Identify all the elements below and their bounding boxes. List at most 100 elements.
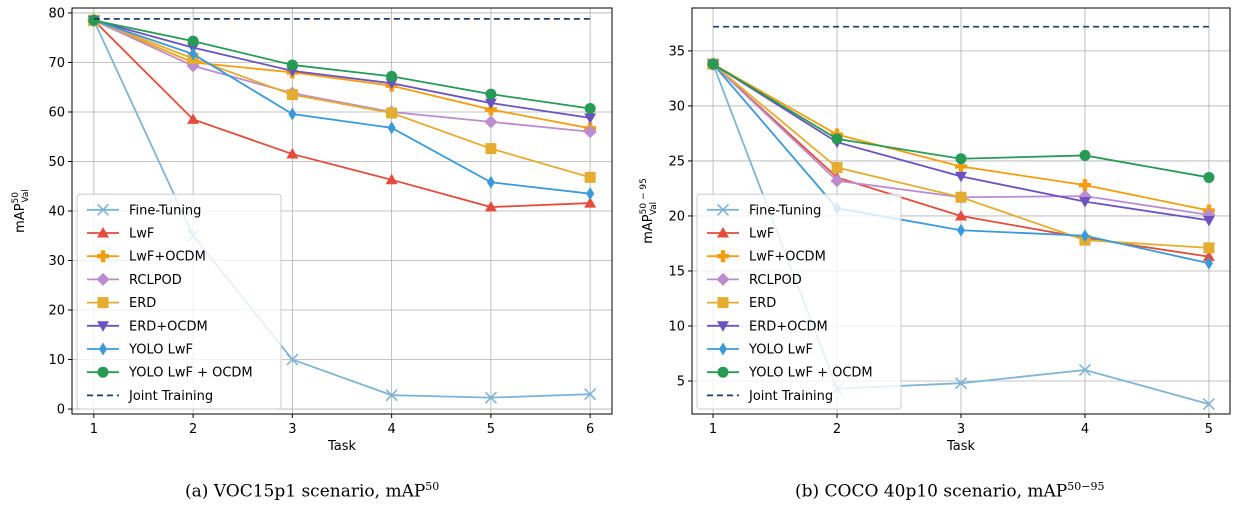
- series-line-erd-ocdm: [93, 19, 591, 119]
- data-point-erd-ocdm: [385, 78, 398, 90]
- legend-label: Joint Training: [128, 389, 213, 404]
- data-point-yolo-lwf: [1080, 229, 1089, 243]
- series-line-lwf-ocdm: [93, 19, 591, 130]
- y-tick-label: 80: [48, 6, 65, 21]
- x-tick-label: 5: [487, 422, 495, 437]
- legend-marker: [97, 321, 109, 332]
- y-tick-label: 0: [57, 403, 65, 418]
- y-axis-label-sub: Val: [649, 202, 659, 215]
- y-tick-label: 10: [668, 319, 685, 334]
- legend-marker: [717, 321, 729, 332]
- legend-marker: [97, 297, 109, 309]
- x-tick-label: 4: [387, 422, 395, 437]
- y-axis-label-sub: Val: [21, 189, 31, 202]
- data-point-lwf: [955, 209, 967, 221]
- data-point-lwf-ocdm: [1078, 179, 1091, 192]
- legend-item-fine-tuning: Fine-Tuning: [707, 203, 821, 218]
- data-point-rclpod: [830, 174, 844, 188]
- data-point-fine-tuning: [584, 388, 597, 401]
- x-tick-label: 1: [90, 422, 98, 437]
- chart-b: 1 2 3 4 5 5 10 15 20 25 30 35 Task mAP50 − 95Val Fine-…: [639, 7, 1231, 454]
- data-point-yolo-lwf: [1204, 256, 1213, 270]
- series-line-yolo-lwf-ocdm: [93, 19, 591, 110]
- x-tick-label: 5: [1205, 422, 1213, 437]
- legend-item-yolo-lwf: YOLO LwF: [707, 342, 813, 358]
- data-point-yolo-lwf-ocdm: [485, 88, 497, 100]
- legend-marker: [96, 203, 110, 216]
- y-axis-label-main: mAP: [641, 214, 656, 244]
- legend-marker: [99, 342, 107, 356]
- data-point-lwf-ocdm: [484, 103, 497, 116]
- data-point-yolo-lwf-ocdm: [1203, 171, 1215, 183]
- caption-a: (a) VOC15p1 scenario, mAP50: [185, 480, 439, 502]
- data-point-yolo-lwf-ocdm: [831, 133, 843, 145]
- data-point-fine-tuning: [385, 389, 398, 402]
- x-tick-label: 2: [833, 422, 841, 437]
- data-point-erd: [584, 171, 596, 183]
- legend-marker: [716, 203, 730, 216]
- series-yolo-lwf-ocdm: [88, 14, 596, 115]
- data-point-lwf: [286, 148, 299, 159]
- y-tick-label: 20: [48, 304, 65, 319]
- data-point-erd: [1203, 242, 1215, 254]
- data-point-yolo-lwf-ocdm: [1079, 149, 1091, 161]
- legend: Fine-Tuning LwF LwF+OCDM RCLPOD ERD ERD+OCDM Y…: [696, 193, 902, 410]
- data-point-yolo-lwf: [288, 107, 297, 121]
- legend-item-lwf: LwF: [707, 227, 774, 242]
- legend-label: YOLO LwF: [748, 343, 813, 358]
- data-point-lwf: [385, 173, 398, 185]
- legend-label: LwF: [749, 227, 774, 242]
- x-tick-label: 3: [288, 422, 296, 437]
- legend-marker: [717, 250, 729, 263]
- data-point-erd-ocdm: [584, 113, 597, 124]
- legend-item-erd: ERD: [87, 296, 156, 311]
- data-point-lwf: [484, 201, 497, 212]
- x-tick-label: 6: [586, 422, 594, 437]
- data-point-fine-tuning: [286, 353, 299, 366]
- legend-item-lwf: LwF: [87, 227, 154, 242]
- legend-label: Fine-Tuning: [129, 203, 201, 218]
- y-axis-label: mAP50Val: [11, 189, 31, 233]
- legend-item-lwf-ocdm: LwF+OCDM: [707, 250, 826, 265]
- legend-marker: [717, 297, 729, 309]
- y-tick-label: 60: [48, 105, 65, 120]
- y-axis-label-sup: 50: [11, 192, 21, 204]
- legend-marker: [716, 272, 730, 286]
- data-point-rclpod: [484, 115, 498, 129]
- y-tick-label: 30: [668, 99, 685, 114]
- x-tick-label: 4: [1081, 422, 1089, 437]
- legend-item-fine-tuning: Fine-Tuning: [87, 203, 201, 218]
- legend-marker: [719, 342, 727, 356]
- series-line-yolo-lwf: [93, 19, 591, 195]
- data-point-yolo-lwf: [189, 47, 198, 61]
- data-point-lwf: [187, 113, 200, 124]
- legend-label: ERD: [129, 296, 156, 311]
- series-lwf-ocdm: [87, 14, 597, 135]
- data-point-yolo-lwf-ocdm: [386, 70, 398, 82]
- series-line-lwf: [93, 19, 591, 208]
- legend-label: LwF: [129, 227, 154, 242]
- legend-item-rclpod: RCLPOD: [707, 272, 802, 288]
- caption-a-sup: 50: [425, 480, 440, 493]
- data-point-erd-ocdm: [955, 171, 967, 183]
- data-point-yolo-lwf-ocdm: [88, 14, 100, 26]
- legend-label: YOLO LwF + OCDM: [748, 366, 873, 381]
- legend-label: RCLPOD: [749, 273, 802, 288]
- data-point-yolo-lwf: [586, 187, 595, 201]
- legend-label: LwF+OCDM: [129, 250, 206, 265]
- legend-item-yolo-lwf-ocdm: YOLO LwF + OCDM: [707, 366, 873, 381]
- legend-marker: [97, 250, 109, 263]
- legend-item-joint-training: Joint Training: [707, 389, 833, 404]
- data-point-yolo-lwf-ocdm: [707, 58, 719, 70]
- y-tick-label: 20: [668, 209, 685, 224]
- legend-box: [76, 193, 282, 410]
- data-point-erd-ocdm: [1078, 197, 1091, 208]
- series-yolo-lwf: [89, 13, 595, 201]
- data-point-yolo-lwf: [957, 223, 965, 237]
- data-point-fine-tuning: [954, 377, 968, 390]
- y-tick-label: 5: [677, 374, 685, 389]
- legend-item-yolo-lwf-ocdm: YOLO LwF + OCDM: [87, 366, 253, 381]
- data-point-yolo-lwf-ocdm: [955, 153, 967, 165]
- legend-box: [696, 193, 902, 410]
